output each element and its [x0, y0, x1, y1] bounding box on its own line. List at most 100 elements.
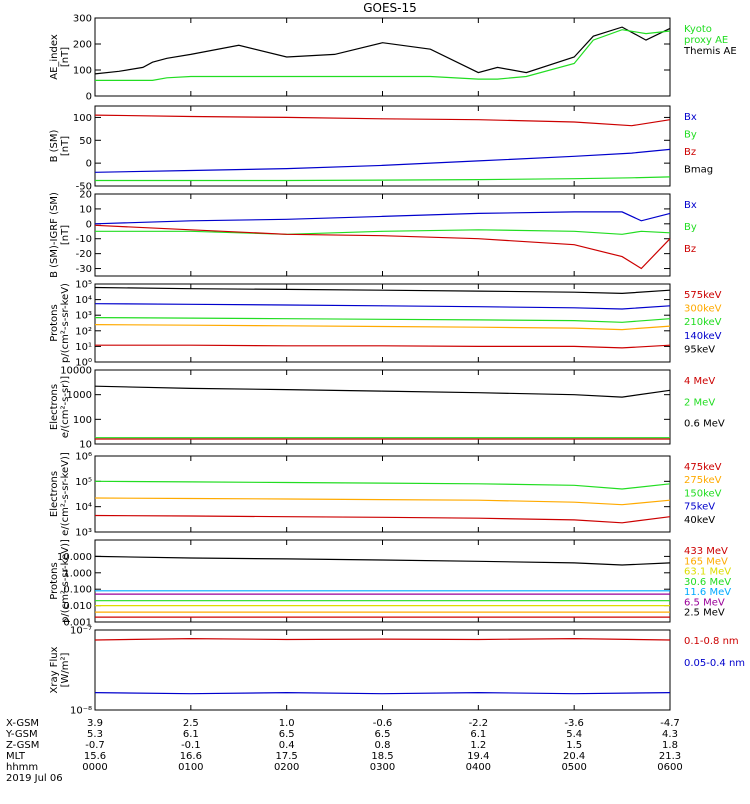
orbit-row-label: MLT: [6, 751, 26, 762]
legend-entry: Kyoto proxy AE: [684, 24, 728, 46]
orbit-value: 5.4: [566, 729, 582, 740]
orbit-value: -3.6: [564, 718, 584, 729]
legend-entry: 0.1-0.8 nm: [684, 636, 739, 647]
legend-entry: 150keV: [684, 488, 722, 499]
series-line-red: [94, 514, 671, 524]
y-tick-label: 10¹: [75, 342, 92, 353]
legend-entry: 4 MeV: [684, 376, 715, 387]
y-tick-label: 50: [79, 136, 92, 147]
orbit-value: 0500: [561, 762, 586, 773]
y-tick-label: -20: [76, 249, 92, 260]
orbit-value: -0.1: [181, 740, 201, 751]
legend-entry: Bz: [684, 244, 696, 255]
orbit-value: 0600: [657, 762, 682, 773]
series-line-black: [94, 555, 671, 566]
y-tick-label: 20: [79, 190, 92, 201]
y-tick-label: 10⁰: [75, 358, 92, 369]
series-line-red: [94, 224, 671, 270]
orbit-value: 3.9: [87, 718, 103, 729]
orbit-value: -0.6: [373, 718, 393, 729]
series-line-blue: [94, 691, 671, 695]
orbit-value: 21.3: [659, 751, 681, 762]
series-line-blue: [94, 211, 671, 225]
y-tick-label: 10³: [75, 311, 92, 322]
legend-entry: Themis AE: [683, 46, 737, 57]
y-tick-label: 0: [86, 92, 92, 103]
orbit-value: 6.5: [375, 729, 391, 740]
orbit-value: 18.5: [371, 751, 393, 762]
series-line-blue: [94, 148, 671, 173]
orbit-value: 6.5: [279, 729, 295, 740]
series-line-red: [95, 344, 671, 349]
y-tick-label: 1.000: [63, 568, 92, 579]
series-line-green: [95, 29, 671, 82]
legend-entry: By: [684, 222, 697, 233]
orbit-value: 20.4: [563, 751, 585, 762]
legend-entry: Bz: [684, 147, 696, 158]
panel-frame: [94, 105, 671, 187]
orbit-value: 0.4: [279, 740, 295, 751]
panel-frame: [94, 539, 671, 623]
series-line-orange: [94, 497, 671, 506]
orbit-row-label: hhmm: [6, 762, 38, 773]
series-line-black: [94, 385, 671, 398]
orbit-value: 19.4: [467, 751, 489, 762]
y-axis-label: Xray Flux[W/m²]: [49, 646, 71, 693]
y-tick-label: 0.010: [63, 601, 92, 612]
panel-frame: [94, 17, 671, 97]
y-tick-label: 200: [73, 40, 92, 51]
orbit-value: -4.7: [660, 718, 680, 729]
y-tick-label: 10⁻⁸: [70, 706, 92, 717]
legend-entry: 575keV: [684, 290, 722, 301]
series-line-green: [95, 229, 671, 235]
y-tick-label: 0.100: [63, 585, 92, 596]
orbit-value: 2.5: [183, 718, 199, 729]
series-line-red: [94, 637, 671, 641]
y-tick-label: -30: [76, 264, 92, 275]
orbit-value: 1.2: [470, 740, 486, 751]
y-tick-label: 0.001: [63, 618, 92, 629]
legend-entry: Bx: [684, 112, 697, 123]
series-line-red: [94, 114, 671, 127]
y-tick-label: 100: [73, 113, 92, 124]
series-line-green: [95, 176, 671, 182]
y-tick-label: 0: [86, 219, 92, 230]
orbit-row-label: Y-GSM: [5, 729, 38, 740]
y-axis-label: B (SM)-IGRF (SM)[nT]: [49, 192, 71, 278]
y-tick-label: 100: [73, 415, 92, 426]
y-tick-label: 10⁵: [75, 280, 92, 291]
series-line-green: [94, 317, 671, 323]
legend-entry: 2.5 MeV: [684, 608, 725, 619]
y-axis-label: B (SM)[nT]: [49, 129, 71, 162]
legend-entry: 140keV: [684, 331, 722, 342]
orbit-value: 1.5: [566, 740, 582, 751]
legend-entry: 63.1 MeV: [684, 567, 731, 578]
y-tick-label: 10²: [75, 326, 92, 337]
y-tick-label: 300: [73, 14, 92, 25]
y-tick-label: 10⁶: [75, 452, 92, 463]
orbit-value: 4.3: [662, 729, 678, 740]
legend-entry: 210keV: [684, 317, 722, 328]
y-tick-label: 0: [86, 159, 92, 170]
orbit-row-label: Z-GSM: [6, 740, 39, 751]
y-tick-label: -50: [76, 182, 92, 193]
y-tick-label: 10.000: [57, 552, 92, 563]
series-line-black: [94, 26, 671, 75]
orbit-row-label: X-GSM: [6, 718, 39, 729]
legend-entry: 75keV: [684, 502, 715, 513]
legend-entry: 0.05-0.4 nm: [684, 658, 745, 669]
y-axis-label: Electronse/(cm²-s-sr-keV)]: [49, 452, 71, 536]
date-label: 2019 Jul 06: [6, 773, 63, 784]
plot-title: GOES-15: [363, 1, 417, 15]
orbit-value: 0.8: [375, 740, 391, 751]
orbit-value: 6.1: [183, 729, 199, 740]
y-tick-label: 10⁻⁷: [70, 626, 92, 637]
panel-frame: [94, 369, 671, 445]
y-tick-label: 10⁵: [75, 477, 92, 488]
legend-entry: 30.6 MeV: [684, 577, 731, 588]
y-axis-label: Protonsp/(cm²-s-sr-keV): [49, 283, 71, 363]
y-tick-label: 10: [79, 440, 92, 451]
legend-entry: By: [684, 130, 697, 141]
y-tick-label: 10: [79, 204, 92, 215]
y-axis-label: AE_index[nT]: [49, 34, 71, 80]
